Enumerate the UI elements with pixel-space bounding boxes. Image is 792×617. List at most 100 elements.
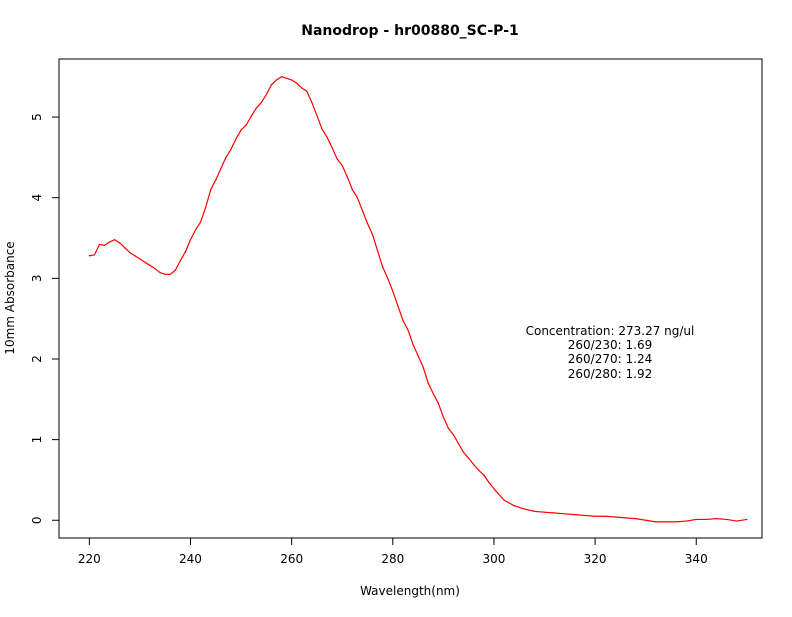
- x-tick-label: 220: [78, 552, 101, 566]
- absorbance-point: [200, 221, 202, 223]
- absorbance-point: [255, 107, 257, 109]
- absorbance-point: [306, 90, 308, 92]
- absorbance-point: [265, 93, 267, 96]
- absorbance-point: [457, 443, 460, 445]
- absorbance-point: [316, 114, 318, 117]
- absorbance-point: [675, 521, 677, 523]
- x-tick-label: 300: [482, 552, 505, 566]
- absorbance-point: [493, 488, 495, 490]
- absorbance-point: [215, 179, 217, 181]
- absorbance-point: [205, 206, 207, 208]
- absorbance-point: [473, 464, 475, 466]
- absorbance-point: [447, 427, 450, 429]
- absorbance-point: [746, 518, 748, 521]
- absorbance-point: [361, 210, 364, 212]
- absorbance-point: [645, 519, 647, 521]
- absorbance-point: [275, 79, 278, 81]
- annotation-ratio-260-270: 260/270: 1.24: [568, 352, 652, 366]
- annotation-ratio-260-230: 260/230: 1.69: [568, 338, 652, 352]
- absorbance-point: [144, 261, 146, 263]
- absorbance-point: [210, 189, 212, 191]
- absorbance-point: [402, 319, 404, 321]
- absorbance-point: [655, 521, 657, 523]
- x-axis: 220 240 260 280 300 320 340: [78, 537, 708, 566]
- absorbance-point: [695, 518, 697, 521]
- absorbance-point: [543, 511, 546, 513]
- absorbance-point: [665, 521, 667, 523]
- absorbance-point: [736, 520, 738, 522]
- absorbance-point: [88, 255, 90, 257]
- absorbance-point: [174, 269, 176, 271]
- absorbance-point: [422, 366, 424, 368]
- absorbance-point: [432, 393, 434, 395]
- chart-title: Nanodrop - hr00880_SC-P-1: [301, 23, 519, 39]
- absorbance-point: [715, 518, 718, 520]
- absorbance-point: [503, 499, 505, 501]
- annotation-block: Concentration: 273.27 ng/ul 260/230: 1.6…: [526, 324, 695, 381]
- absorbance-point: [705, 518, 707, 521]
- absorbance-point: [614, 516, 616, 518]
- absorbance-point: [240, 129, 242, 131]
- absorbance-point: [371, 234, 374, 236]
- absorbance-point: [189, 239, 192, 241]
- absorbance-point: [119, 242, 121, 244]
- absorbance-point: [230, 148, 232, 150]
- x-tick-label: 320: [584, 552, 607, 566]
- x-tick-label: 260: [280, 552, 303, 566]
- absorbance-point: [346, 176, 348, 178]
- y-tick-label: 1: [30, 436, 44, 444]
- absorbance-point: [366, 222, 369, 225]
- absorbance-point: [488, 481, 490, 483]
- absorbance-point: [594, 515, 596, 517]
- absorbance-point: [164, 273, 166, 275]
- absorbance-point: [377, 250, 379, 252]
- absorbance-point: [463, 451, 465, 454]
- absorbance-point: [311, 101, 313, 104]
- absorbance-point: [382, 266, 384, 268]
- absorbance-point: [235, 138, 237, 140]
- absorbance-point: [574, 514, 576, 516]
- y-axis: 0 1 2 3 4 5: [30, 113, 60, 524]
- absorbance-point: [124, 247, 126, 249]
- absorbance-point: [169, 273, 171, 275]
- absorbance-point: [452, 434, 455, 436]
- plot-frame: [58, 58, 763, 539]
- absorbance-point: [584, 514, 586, 517]
- annotation-concentration: Concentration: 273.27 ng/ul: [526, 324, 695, 338]
- x-tick-label: 240: [179, 552, 202, 566]
- absorbance-point: [726, 518, 728, 521]
- absorbance-point: [260, 101, 262, 104]
- absorbance-point: [114, 239, 116, 241]
- y-tick-label: 3: [30, 275, 44, 283]
- absorbance-point: [93, 254, 95, 256]
- absorbance-point: [149, 264, 151, 267]
- absorbance-point: [397, 305, 399, 307]
- absorbance-point: [129, 251, 131, 254]
- absorbance-point: [356, 197, 358, 199]
- absorbance-point: [437, 402, 439, 404]
- absorbance-point: [341, 164, 343, 167]
- absorbance-point: [478, 469, 480, 471]
- absorbance-point: [351, 189, 353, 191]
- absorbance-point: [194, 229, 197, 231]
- series-layer: [88, 76, 748, 523]
- absorbance-point: [412, 343, 414, 346]
- y-tick-label: 2: [30, 355, 44, 363]
- absorbance-point: [103, 244, 106, 246]
- absorbance-point: [321, 128, 323, 130]
- absorbance-point: [179, 260, 181, 262]
- absorbance-point: [336, 158, 338, 160]
- x-axis-label: Wavelength(nm): [360, 584, 460, 598]
- absorbance-point: [564, 513, 566, 515]
- absorbance-point: [442, 416, 444, 418]
- absorbance-point: [250, 115, 252, 117]
- absorbance-point: [392, 290, 394, 292]
- absorbance-point: [407, 329, 409, 331]
- absorbance-point: [245, 124, 247, 126]
- absorbance-point: [427, 382, 429, 384]
- absorbance-point: [225, 156, 227, 158]
- absorbance-point: [417, 355, 419, 357]
- absorbance-point: [280, 76, 283, 78]
